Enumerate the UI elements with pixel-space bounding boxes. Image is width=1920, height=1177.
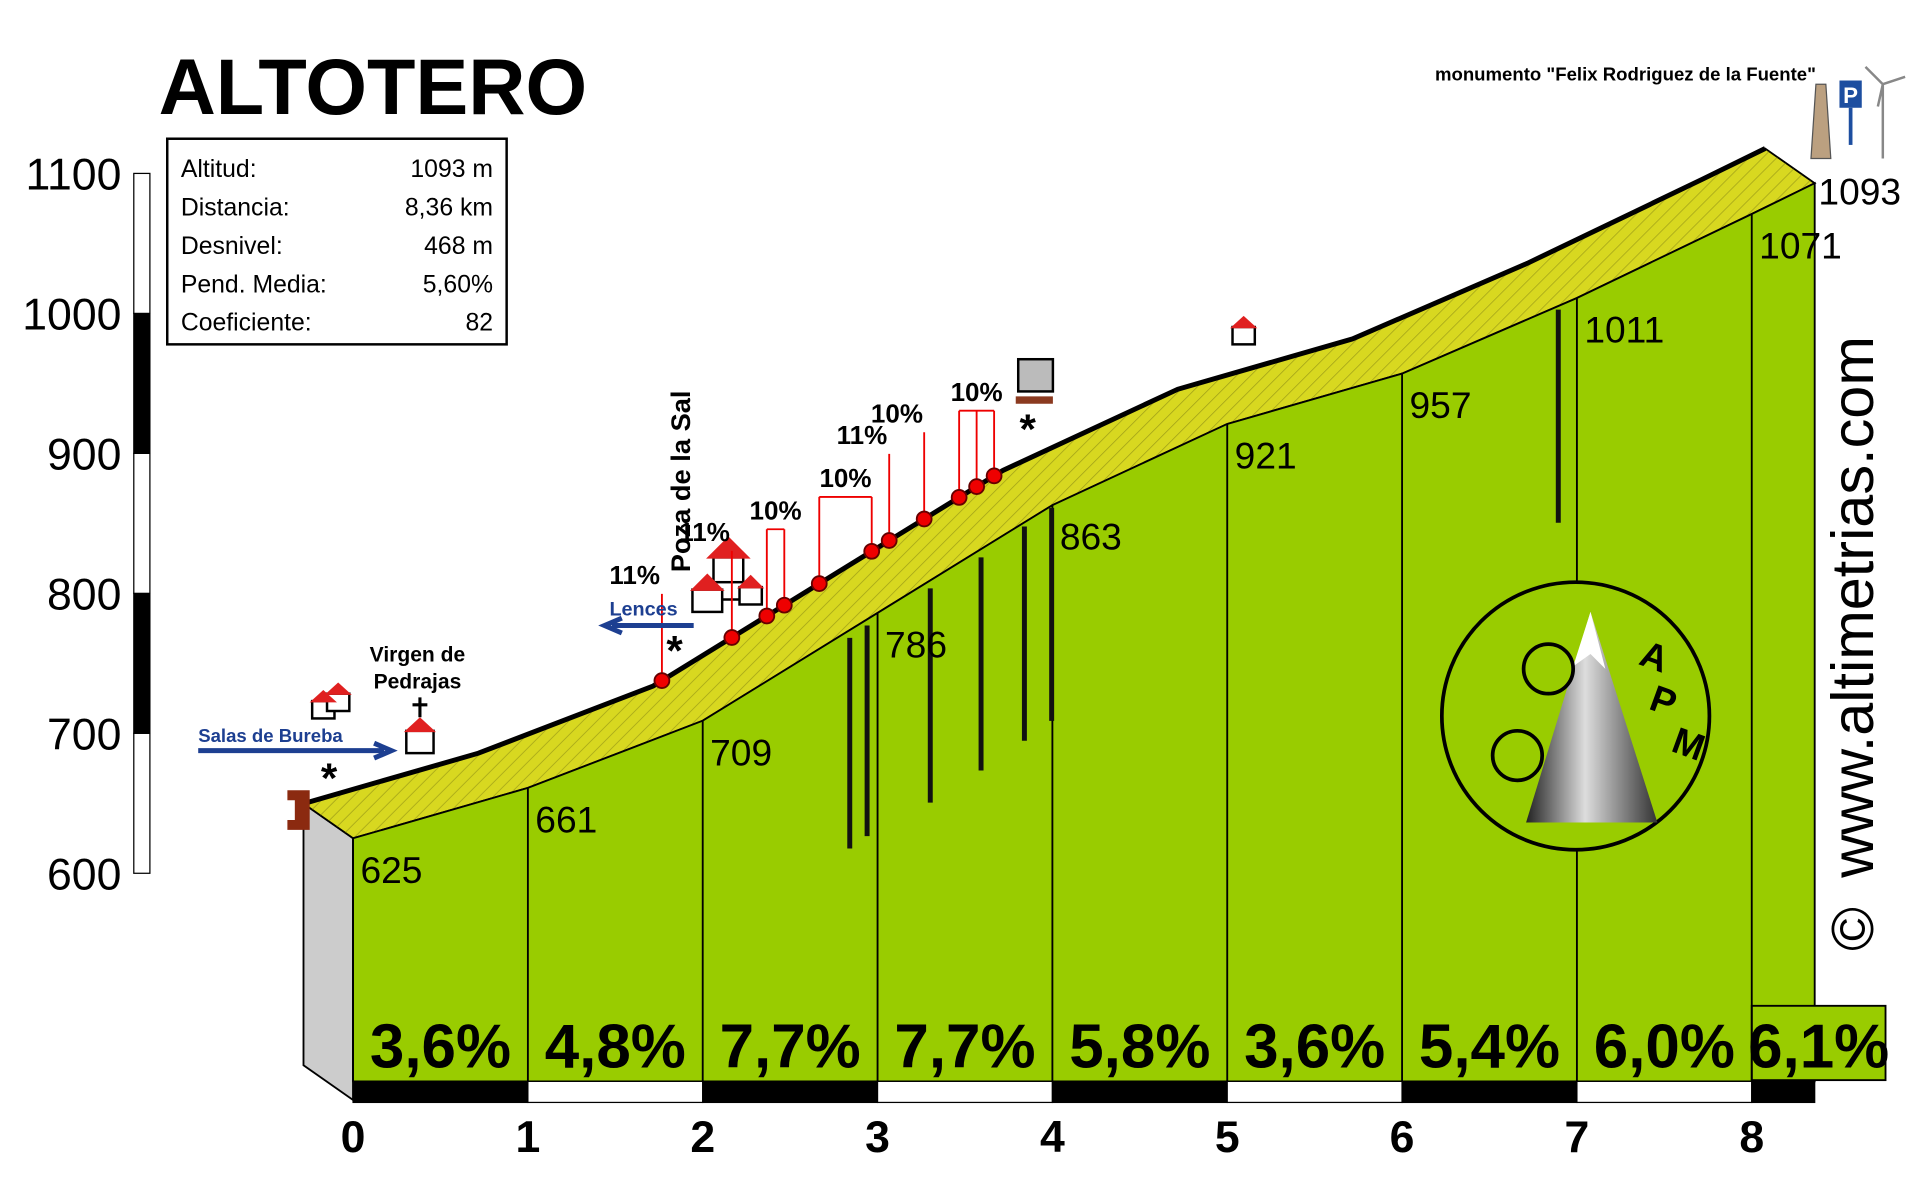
ramp-label: 10% bbox=[819, 463, 871, 493]
ramp-dot bbox=[950, 489, 968, 506]
ridge-line bbox=[302, 146, 1767, 806]
segment-gradient: 6,0% bbox=[1594, 1013, 1735, 1082]
x-tick-label: 4 bbox=[1040, 1113, 1065, 1162]
ramp-label: 11% bbox=[609, 560, 660, 590]
copyright: © bbox=[1819, 907, 1886, 951]
ramp-label: 10% bbox=[871, 398, 923, 428]
website: www.altimetrias.com bbox=[1819, 336, 1886, 879]
km-bar bbox=[1401, 1080, 1578, 1104]
km-bar bbox=[1576, 1080, 1753, 1104]
icons: * * * bbox=[287, 66, 1906, 852]
chart-title: ALTOTERO bbox=[159, 42, 588, 131]
y-scale-block bbox=[133, 592, 151, 734]
altitude-label: 863 bbox=[1060, 516, 1122, 558]
ramp-dot bbox=[723, 629, 741, 646]
side-face bbox=[302, 801, 354, 1102]
place-label: Virgen de bbox=[370, 643, 466, 666]
segment-gradient: 7,7% bbox=[894, 1013, 1035, 1082]
ramp-dot bbox=[915, 510, 933, 528]
x-tick-label: 1 bbox=[515, 1113, 540, 1162]
x-tick-label: 5 bbox=[1215, 1113, 1240, 1162]
info-box bbox=[166, 137, 508, 346]
info-value: 8,36 km bbox=[405, 195, 493, 222]
ramp-dot bbox=[810, 575, 828, 592]
segment-gradient: 5,8% bbox=[1069, 1013, 1210, 1082]
ramp-dot bbox=[863, 542, 881, 560]
x-tick-label: 6 bbox=[1390, 1113, 1415, 1162]
ramp-dot bbox=[775, 596, 793, 614]
altitude-label: 1071 bbox=[1759, 225, 1842, 267]
altitude-label: 921 bbox=[1235, 435, 1297, 477]
y-tick-label: 700 bbox=[47, 710, 121, 759]
ramp-dot bbox=[985, 467, 1003, 485]
altitude-label: 1011 bbox=[1584, 309, 1664, 351]
road-hatch bbox=[303, 148, 1815, 839]
monument-label: monumento "Felix Rodriguez de la Fuente" bbox=[1435, 64, 1816, 85]
segment-gradient: 3,6% bbox=[370, 1013, 511, 1082]
info-value: 468 m bbox=[424, 233, 493, 260]
altitude-label: 957 bbox=[1410, 384, 1472, 426]
km-bar bbox=[876, 1080, 1054, 1104]
segment-gradient: 7,7% bbox=[720, 1013, 861, 1082]
info-label: Pend. Media: bbox=[181, 271, 327, 298]
info-value: 82 bbox=[465, 310, 493, 337]
y-tick-label: 800 bbox=[47, 570, 121, 619]
svg-text:*: * bbox=[1019, 405, 1036, 452]
altitude-label: 786 bbox=[885, 624, 947, 666]
info-value: 5,60% bbox=[423, 271, 493, 298]
y-scale-block bbox=[133, 312, 151, 454]
altitude-label: 661 bbox=[535, 798, 597, 840]
altitude-label: 1093 bbox=[1818, 170, 1901, 212]
place-label: Lences bbox=[609, 599, 677, 621]
km-bar bbox=[702, 1080, 879, 1104]
ramp-label: 11% bbox=[837, 420, 888, 450]
x-tick-label: 2 bbox=[690, 1113, 715, 1162]
place-label: Poza de la Sal bbox=[665, 391, 696, 573]
x-tick-label: 7 bbox=[1565, 1113, 1590, 1162]
info-label: Coeficiente: bbox=[181, 310, 312, 337]
segment-gradient: 5,4% bbox=[1419, 1013, 1560, 1082]
info-label: Altitud: bbox=[181, 156, 257, 183]
svg-text:*: * bbox=[321, 755, 338, 802]
ramp-dot bbox=[880, 532, 898, 549]
km-bar bbox=[527, 1080, 704, 1104]
y-tick-label: 1000 bbox=[22, 290, 121, 339]
y-tick-label: 900 bbox=[47, 430, 121, 479]
place-label: Salas de Bureba bbox=[198, 725, 343, 746]
segment-gradient: 3,6% bbox=[1244, 1013, 1385, 1082]
x-tick-label: 3 bbox=[865, 1113, 890, 1162]
y-scale-block bbox=[133, 452, 151, 594]
ramp-label: 10% bbox=[951, 377, 1003, 407]
altitude-label: 709 bbox=[710, 731, 772, 773]
km-bar bbox=[1051, 1080, 1228, 1104]
segment-gradient: 6,1% bbox=[1748, 1013, 1889, 1082]
place-label: Pedrajas bbox=[374, 671, 462, 694]
ramp-dot bbox=[968, 478, 985, 495]
decor bbox=[847, 309, 1561, 849]
direction-arrow bbox=[598, 615, 694, 636]
direction-arrow bbox=[198, 740, 398, 761]
svg-text:*: * bbox=[666, 627, 683, 674]
y-tick-label: 1100 bbox=[26, 151, 122, 200]
y-tick-label: 600 bbox=[47, 850, 121, 899]
altitude-label: 625 bbox=[360, 849, 422, 891]
x-tick-label: 0 bbox=[341, 1113, 366, 1162]
segment-gradient: 4,8% bbox=[545, 1013, 686, 1082]
y-scale-block bbox=[133, 732, 151, 874]
ramp-dot bbox=[653, 672, 671, 689]
info-label: Desnivel: bbox=[181, 233, 283, 260]
x-tick-label: 8 bbox=[1739, 1113, 1764, 1162]
ramp-label: 11% bbox=[679, 517, 730, 547]
km-bar bbox=[1751, 1080, 1816, 1104]
y-scale-block bbox=[133, 172, 151, 315]
ramp-dot bbox=[758, 607, 776, 625]
km-bar bbox=[1226, 1080, 1403, 1104]
info-value: 1093 m bbox=[410, 156, 493, 183]
info-label: Distancia: bbox=[181, 195, 290, 222]
segment-box bbox=[1750, 1004, 1887, 1082]
km-bar bbox=[352, 1080, 529, 1104]
ramp-label: 10% bbox=[750, 495, 802, 525]
parking-sign: P bbox=[1843, 83, 1858, 108]
